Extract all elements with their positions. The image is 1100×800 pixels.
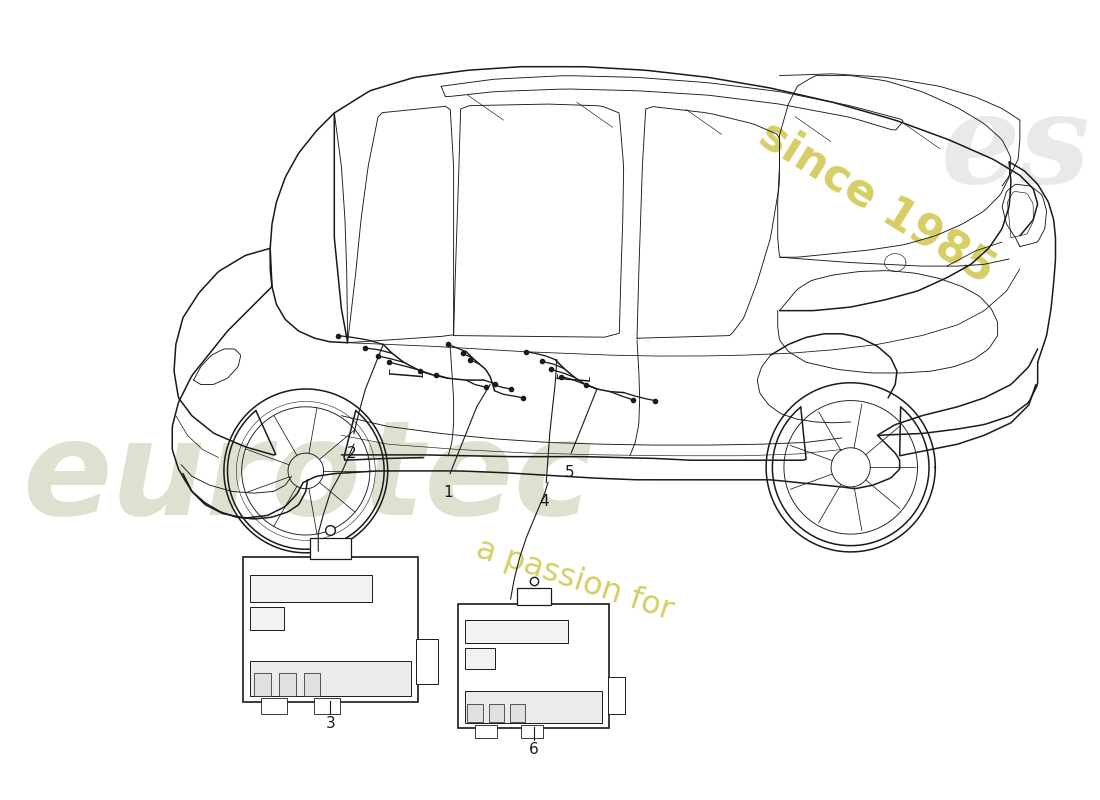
FancyBboxPatch shape — [465, 691, 603, 723]
FancyBboxPatch shape — [607, 677, 626, 714]
FancyBboxPatch shape — [250, 607, 284, 630]
FancyBboxPatch shape — [304, 674, 320, 696]
FancyBboxPatch shape — [510, 704, 526, 722]
FancyBboxPatch shape — [517, 587, 551, 606]
Text: eurotec: eurotec — [22, 414, 593, 542]
FancyBboxPatch shape — [250, 661, 411, 696]
FancyBboxPatch shape — [310, 538, 351, 559]
Text: es: es — [940, 88, 1090, 210]
Text: a passion for: a passion for — [472, 534, 678, 627]
FancyBboxPatch shape — [250, 575, 372, 602]
FancyBboxPatch shape — [465, 619, 568, 642]
FancyBboxPatch shape — [261, 698, 287, 714]
FancyBboxPatch shape — [243, 558, 418, 702]
Text: 5: 5 — [564, 465, 574, 480]
Text: 4: 4 — [540, 494, 549, 509]
FancyBboxPatch shape — [468, 704, 483, 722]
FancyBboxPatch shape — [465, 648, 495, 670]
FancyBboxPatch shape — [488, 704, 504, 722]
FancyBboxPatch shape — [458, 603, 609, 728]
FancyBboxPatch shape — [416, 639, 438, 684]
FancyBboxPatch shape — [254, 674, 271, 696]
FancyBboxPatch shape — [278, 674, 296, 696]
Text: 2: 2 — [348, 446, 356, 461]
Text: 1: 1 — [443, 485, 453, 500]
FancyBboxPatch shape — [520, 725, 543, 738]
FancyBboxPatch shape — [315, 698, 340, 714]
FancyBboxPatch shape — [474, 725, 497, 738]
Text: 6: 6 — [529, 742, 539, 757]
Text: 3: 3 — [326, 716, 336, 730]
Text: since 1985: since 1985 — [752, 113, 1003, 291]
